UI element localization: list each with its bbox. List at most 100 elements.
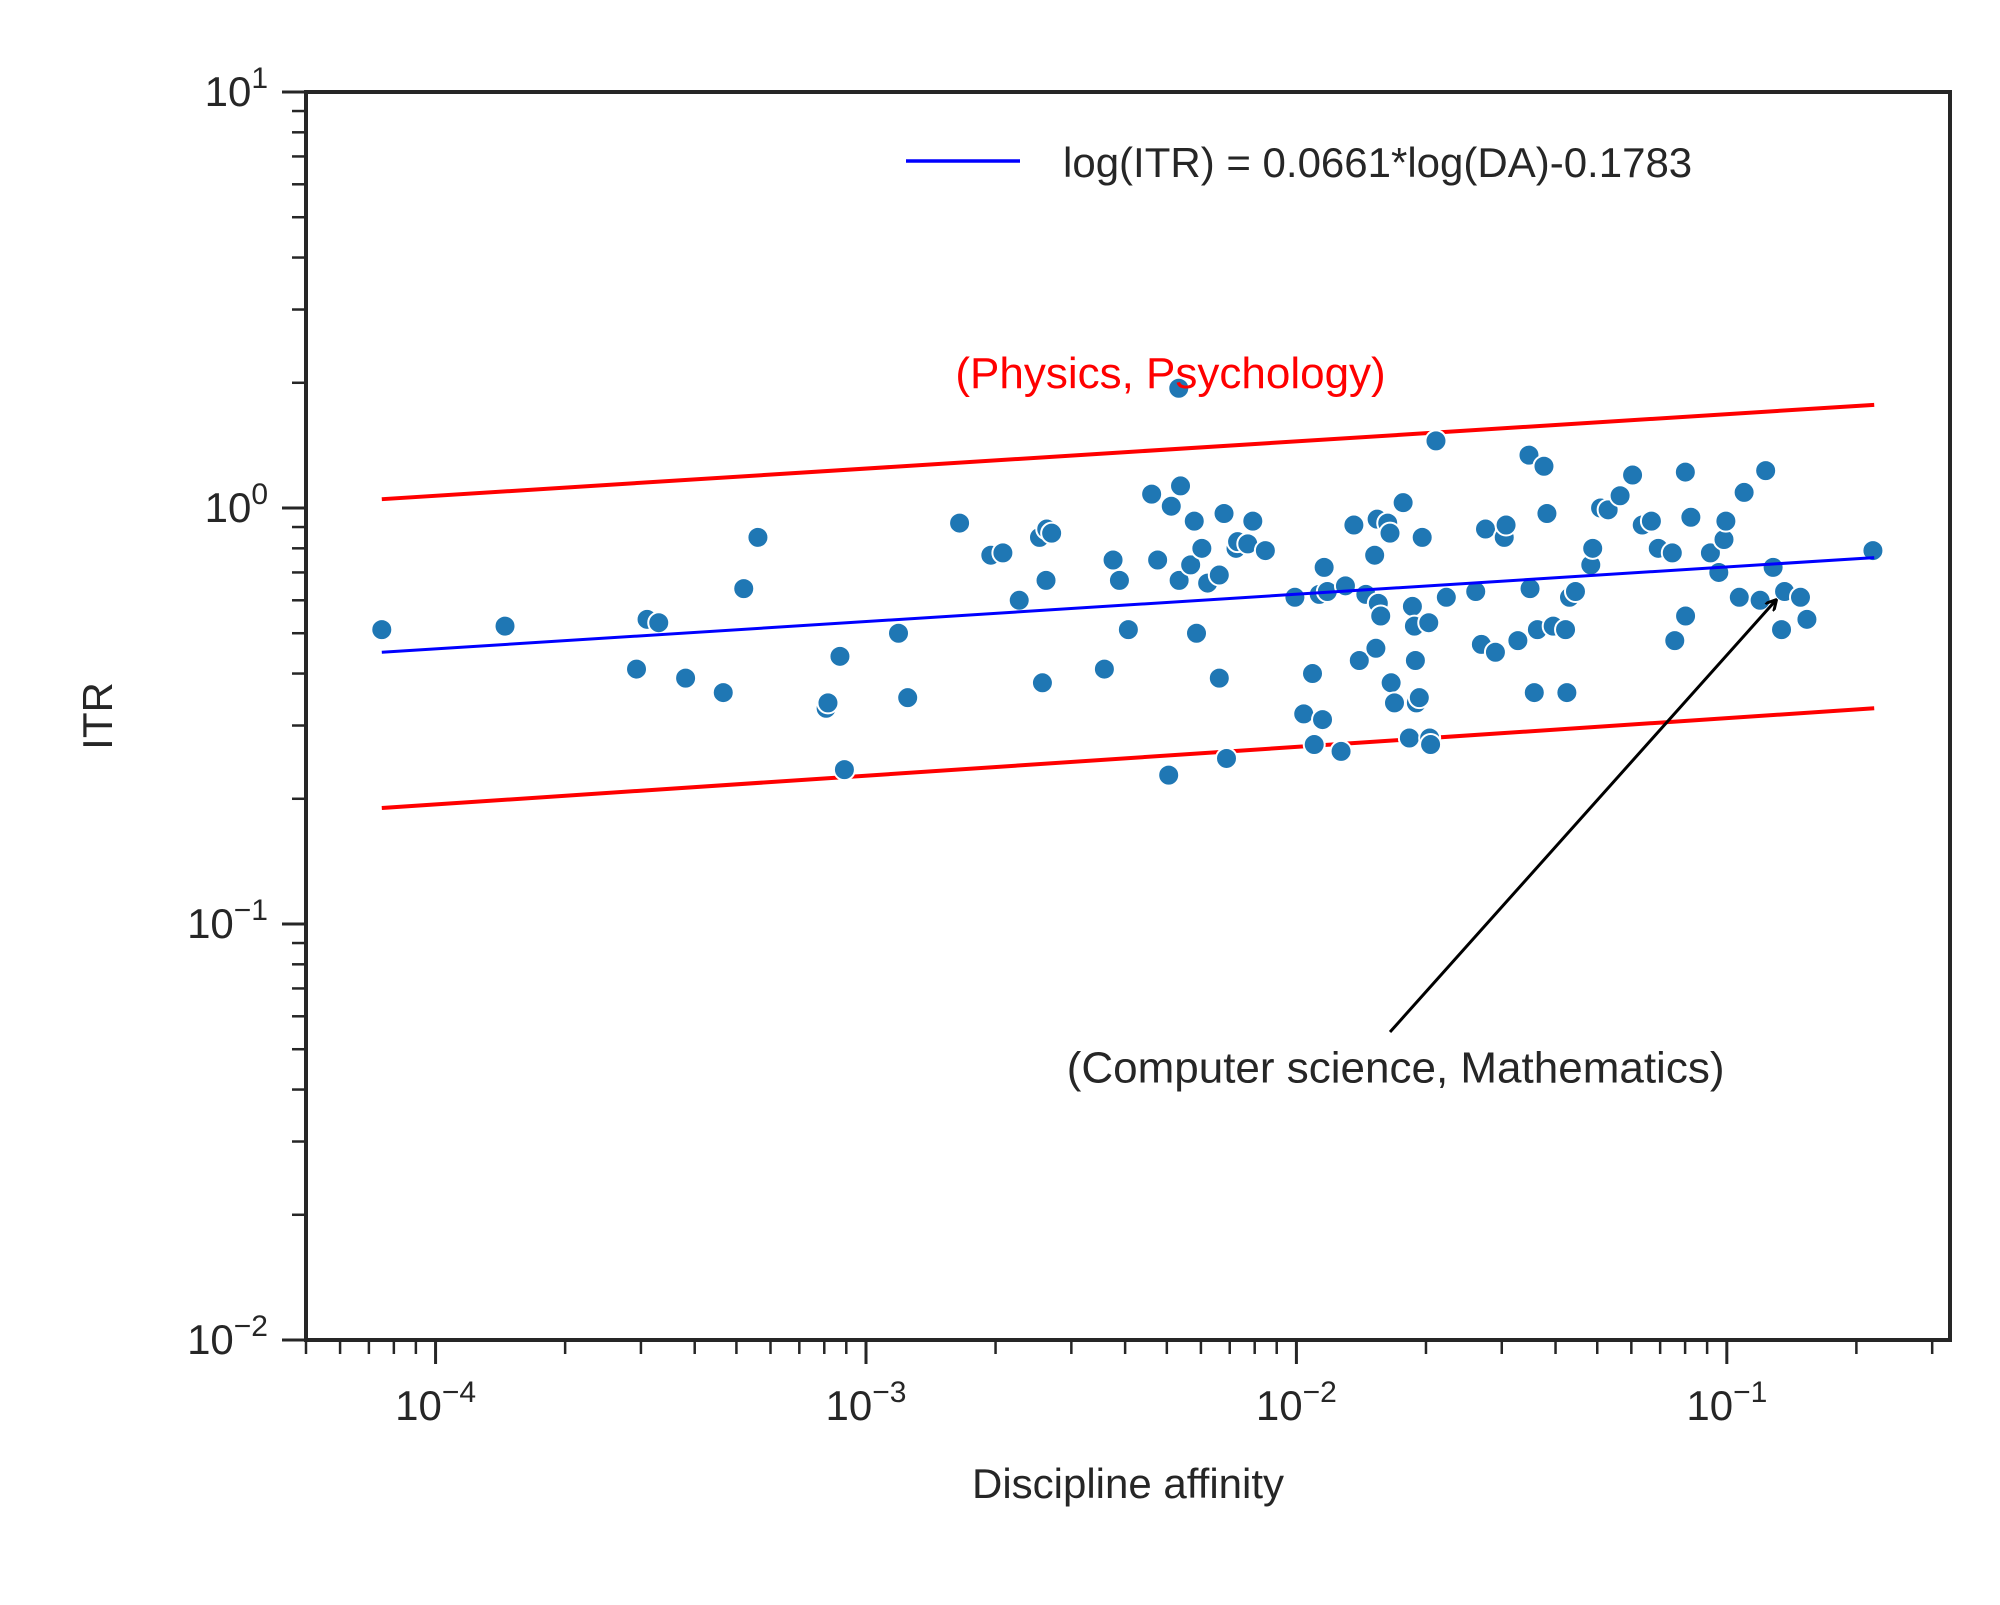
scatter-point xyxy=(1034,568,1058,592)
scatter-point xyxy=(1107,568,1131,592)
scatter-point xyxy=(1378,521,1402,545)
x-tick-label: 10−1 xyxy=(1686,1376,1767,1429)
scatter-point xyxy=(1169,474,1193,498)
scatter-point xyxy=(674,666,698,690)
scatter-point xyxy=(1207,666,1231,690)
scatter-point xyxy=(1179,553,1203,577)
scatter-point xyxy=(1535,502,1559,526)
scatter-point xyxy=(1369,604,1393,628)
scatter-point xyxy=(1660,541,1684,565)
scatter-point xyxy=(1532,454,1556,478)
scatter-point xyxy=(1253,539,1277,563)
scatter-point xyxy=(1301,662,1325,686)
scatter-point xyxy=(832,758,856,782)
scatter-point xyxy=(1363,543,1387,567)
scatter-point xyxy=(1397,726,1421,750)
scatter-point xyxy=(1673,460,1697,484)
lower-bound-line xyxy=(381,706,1875,811)
scatter-point xyxy=(1185,621,1209,645)
scatter-point xyxy=(896,686,920,710)
scatter-point xyxy=(1292,702,1316,726)
scatter-point xyxy=(1788,585,1812,609)
annotation-physics-psychology: (Physics, Psychology) xyxy=(955,349,1385,398)
x-tick-label: 10−4 xyxy=(395,1376,476,1429)
scatter-point xyxy=(493,614,517,638)
scatter-point xyxy=(828,644,852,668)
scatter-point xyxy=(1146,548,1170,572)
scatter-point xyxy=(1379,671,1403,695)
scatter-point xyxy=(1861,539,1885,563)
y-axis-label: ITR xyxy=(74,682,121,750)
scatter-point xyxy=(1770,618,1794,642)
scatter-point xyxy=(1030,671,1054,695)
scatter-point xyxy=(1167,376,1191,400)
scatter-point xyxy=(732,577,756,601)
scatter-point xyxy=(1302,733,1326,757)
scatter-point xyxy=(1207,563,1231,587)
plot-frame xyxy=(304,90,1952,1342)
x-tick-label: 10−2 xyxy=(1256,1376,1337,1429)
scatter-point xyxy=(746,525,770,549)
x-axis-label: Discipline affinity xyxy=(972,1460,1284,1507)
scatter-point xyxy=(1563,579,1587,603)
scatter-point xyxy=(647,611,671,635)
scatter-point xyxy=(1329,739,1353,763)
scatter-point xyxy=(1494,513,1518,537)
fit-line-group xyxy=(381,556,1875,654)
scatter-point xyxy=(1364,636,1388,660)
scatter-point xyxy=(1190,536,1214,560)
scatter-point xyxy=(1407,686,1431,710)
scatter-point xyxy=(1212,502,1236,526)
scatter-point xyxy=(1342,513,1366,537)
scatter-point xyxy=(1382,691,1406,715)
scatter-point xyxy=(1581,536,1605,560)
axis-ticks: 10−2 10−1 100 101 10−4 10−3 10−2 10−1 xyxy=(187,62,1934,1429)
y-tick-label: 101 xyxy=(205,62,268,115)
scatter-point xyxy=(1795,607,1819,631)
legend-label-fit-line: log(ITR) = 0.0661*log(DA)-0.1783 xyxy=(1063,139,1692,186)
scatter-point xyxy=(1391,491,1415,515)
y-tick-label: 100 xyxy=(205,478,268,531)
scatter-point xyxy=(1639,509,1663,533)
scatter-point xyxy=(1040,521,1064,545)
scatter-point xyxy=(1092,657,1116,681)
scatter-point xyxy=(1555,681,1579,705)
scatter-point xyxy=(1714,509,1738,533)
y-tick-label: 10−1 xyxy=(187,894,268,947)
scatter-point xyxy=(1182,509,1206,533)
scatter-point xyxy=(1241,509,1265,533)
scatter-point xyxy=(1417,611,1441,635)
scatter-point xyxy=(816,691,840,715)
annotation-cs-math: (Computer science, Mathematics) xyxy=(1067,1043,1725,1092)
scatter-point xyxy=(1419,733,1443,757)
scatter-point xyxy=(1434,585,1458,609)
scatter-point xyxy=(1483,640,1507,664)
scatter-points xyxy=(370,376,1885,787)
scatter-point xyxy=(1674,604,1698,628)
fit-line xyxy=(381,556,1875,654)
scatter-point xyxy=(948,511,972,535)
scatter-point xyxy=(1347,648,1371,672)
scatter-point xyxy=(1410,525,1434,549)
scatter-point xyxy=(1522,681,1546,705)
scatter-point xyxy=(1312,555,1336,579)
annotation-arrow xyxy=(1388,600,1776,1034)
scatter-point xyxy=(1007,588,1031,612)
scatter-point xyxy=(1140,482,1164,506)
scatter-point xyxy=(625,657,649,681)
scatter-point xyxy=(1608,484,1632,508)
x-tick-label: 10−3 xyxy=(826,1376,907,1429)
scatter-point xyxy=(1424,429,1448,453)
y-tick-label: 10−2 xyxy=(187,1310,268,1363)
scatter-point xyxy=(1732,480,1756,504)
scatter-point xyxy=(1214,746,1238,770)
scatter-point xyxy=(887,621,911,645)
scatter-point xyxy=(1333,574,1357,598)
scatter-point xyxy=(711,681,735,705)
scatter-point xyxy=(1754,459,1778,483)
scatter-point xyxy=(1400,594,1424,618)
scatter-point xyxy=(1506,629,1530,653)
scatter-point xyxy=(370,618,394,642)
legend: log(ITR) = 0.0661*log(DA)-0.1783 xyxy=(906,139,1692,186)
